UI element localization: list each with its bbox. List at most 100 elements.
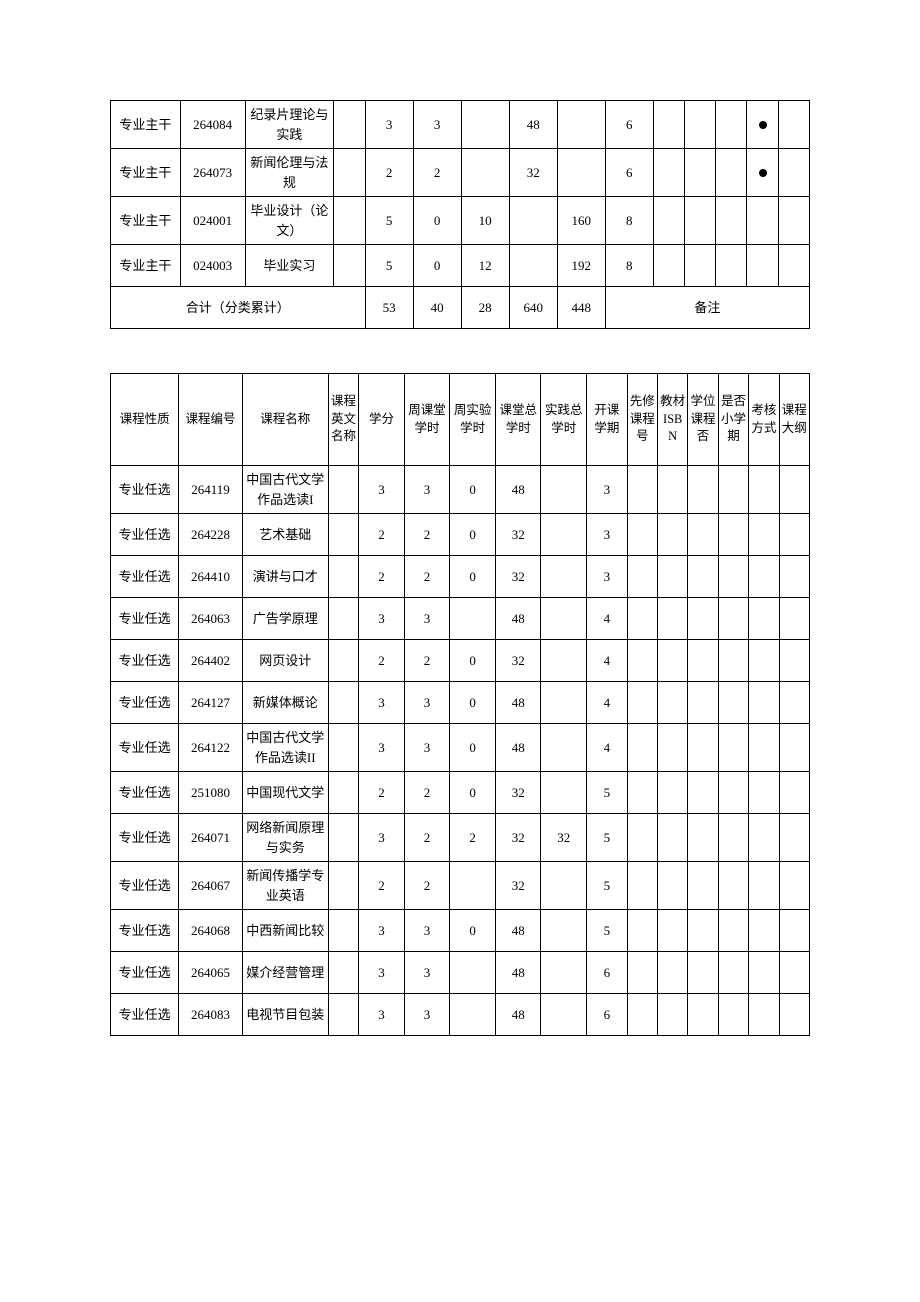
cell (334, 245, 365, 287)
cell (657, 862, 687, 910)
cell: 3 (404, 682, 450, 724)
header-syllabus: 课程大纲 (779, 374, 809, 466)
cell: 3 (404, 466, 450, 514)
cell: 专业任选 (111, 772, 179, 814)
cell: 0 (450, 556, 496, 598)
cell: 专业任选 (111, 682, 179, 724)
cell: 0 (450, 466, 496, 514)
cell (718, 466, 748, 514)
cell: 艺术基础 (242, 514, 328, 556)
cell: 48 (495, 994, 541, 1036)
cell: 3 (404, 952, 450, 994)
cell: 3 (359, 814, 405, 862)
cell: 中国古代文学作品选读II (242, 724, 328, 772)
cell: 024001 (180, 197, 245, 245)
cell: 2 (359, 514, 405, 556)
cell (541, 682, 587, 724)
cell: 3 (404, 994, 450, 1036)
cell: 48 (495, 682, 541, 724)
table-row-totals: 合计（分类累计） 53 40 28 640 448 备注 (111, 287, 810, 329)
cell (688, 640, 718, 682)
cell (779, 598, 809, 640)
cell (688, 952, 718, 994)
cell (749, 466, 779, 514)
cell: 32 (495, 862, 541, 910)
table-row: 专业任选264068中西新闻比较330485 (111, 910, 810, 952)
cell: 专业主干 (111, 101, 181, 149)
cell: 新媒体概论 (242, 682, 328, 724)
cell (657, 814, 687, 862)
cell (779, 514, 809, 556)
cell: 264127 (179, 682, 242, 724)
cell (328, 862, 358, 910)
cell: 48 (495, 910, 541, 952)
cell (779, 814, 809, 862)
cell (627, 640, 657, 682)
cell: 32 (495, 640, 541, 682)
table-row: 专业任选264127新媒体概论330484 (111, 682, 810, 724)
cell: 0 (450, 682, 496, 724)
cell (716, 149, 747, 197)
cell: 3 (413, 101, 461, 149)
cell: 264067 (179, 862, 242, 910)
header-course-en-name: 课程英文名称 (328, 374, 358, 466)
cell: 32 (495, 814, 541, 862)
cell: 专业主干 (111, 245, 181, 287)
cell (688, 772, 718, 814)
cell (779, 466, 809, 514)
cell (557, 101, 605, 149)
cell (657, 910, 687, 952)
cell (541, 910, 587, 952)
cell: 192 (557, 245, 605, 287)
cell (718, 682, 748, 724)
cell: 专业任选 (111, 862, 179, 910)
cell: 0 (450, 910, 496, 952)
table-row: 专业任选264083电视节目包装33486 (111, 994, 810, 1036)
cell: 5 (587, 814, 628, 862)
header-total-class-hours: 课堂总学时 (495, 374, 541, 466)
cell (657, 724, 687, 772)
cell: 264083 (179, 994, 242, 1036)
cell (627, 598, 657, 640)
table-row: 专业任选264402网页设计220324 (111, 640, 810, 682)
cell: 160 (557, 197, 605, 245)
cell (779, 910, 809, 952)
cell: 专业任选 (111, 724, 179, 772)
cell (328, 682, 358, 724)
cell (688, 814, 718, 862)
cell (718, 814, 748, 862)
cell: 专业任选 (111, 466, 179, 514)
cell: 专业任选 (111, 598, 179, 640)
cell (653, 149, 684, 197)
cell (541, 514, 587, 556)
cell: 264119 (179, 466, 242, 514)
cell (685, 149, 716, 197)
cell: 专业任选 (111, 910, 179, 952)
cell: 48 (495, 466, 541, 514)
cell (653, 101, 684, 149)
cell (627, 514, 657, 556)
cell (688, 724, 718, 772)
cell (657, 466, 687, 514)
cell: 2 (365, 149, 413, 197)
cell (541, 466, 587, 514)
cell: 3 (404, 598, 450, 640)
cell (541, 862, 587, 910)
cell: 专业任选 (111, 952, 179, 994)
cell: 5 (365, 245, 413, 287)
cell (461, 149, 509, 197)
table-row: 专业任选264410演讲与口才220323 (111, 556, 810, 598)
cell (688, 910, 718, 952)
cell (749, 814, 779, 862)
header-course-type: 课程性质 (111, 374, 179, 466)
totals-class-hours: 40 (413, 287, 461, 329)
table-row: 专业任选264228艺术基础220323 (111, 514, 810, 556)
cell (718, 910, 748, 952)
cell (778, 245, 809, 287)
cell: 3 (359, 910, 405, 952)
cell: 专业主干 (111, 197, 181, 245)
table-row: 专业任选264063广告学原理33484 (111, 598, 810, 640)
cell (718, 598, 748, 640)
cell: 中国古代文学作品选读I (242, 466, 328, 514)
cell (716, 197, 747, 245)
